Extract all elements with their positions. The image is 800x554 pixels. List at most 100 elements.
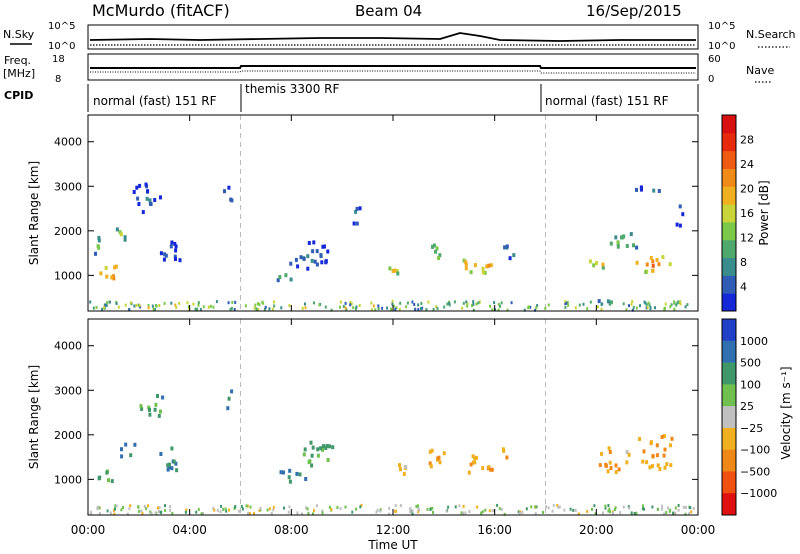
power-ground-cell-90 bbox=[669, 305, 672, 309]
velocity-cell-13-3 bbox=[663, 434, 666, 439]
power-ground-cell-160 bbox=[106, 301, 108, 305]
power-cell-13-1 bbox=[595, 261, 598, 266]
power-cell-7-23 bbox=[323, 244, 326, 249]
power-cell-7-0 bbox=[296, 264, 300, 269]
velocity-ground-cell-80 bbox=[551, 509, 554, 513]
power-ground-cell-196 bbox=[147, 306, 150, 310]
power-cell-3-15 bbox=[146, 189, 150, 194]
power-cell-3-12 bbox=[149, 202, 153, 206]
power-cell-18-0 bbox=[609, 300, 613, 305]
power-cell-15-0 bbox=[635, 245, 639, 250]
power-cell-3-0 bbox=[141, 210, 145, 215]
velocity-ground-cell-208 bbox=[574, 508, 577, 512]
power-cell-8-5 bbox=[358, 206, 362, 211]
power-cell-0-5 bbox=[110, 275, 114, 280]
power-ground-cell-116 bbox=[227, 301, 230, 305]
velocity-cell-11-14 bbox=[600, 451, 603, 456]
power-cell-16-0 bbox=[681, 212, 685, 217]
power-colorbar-frame bbox=[721, 114, 737, 312]
power-ground-cell-97 bbox=[493, 301, 496, 305]
velocity-ground-cell-215 bbox=[677, 504, 680, 507]
power-ground-cell-119 bbox=[564, 300, 567, 304]
power-cell-15-3 bbox=[616, 244, 620, 249]
power-cell-7-4 bbox=[299, 255, 303, 260]
power-ground-cell-67 bbox=[257, 308, 260, 312]
power-ground-cell-21 bbox=[475, 302, 478, 306]
velocity-ground-cell-135 bbox=[145, 507, 148, 511]
power-cell-8-0 bbox=[355, 221, 359, 226]
power-ground-cell-186 bbox=[425, 308, 428, 311]
velocity-ground-cell-149 bbox=[138, 509, 141, 513]
nave-trace bbox=[90, 70, 696, 74]
power-cell-8-1 bbox=[354, 209, 358, 214]
power-cell-9-4 bbox=[396, 271, 400, 276]
velocity-cell-12-23 bbox=[651, 464, 654, 469]
power-ground-cell-61 bbox=[448, 303, 451, 307]
velocity-cell-2-6 bbox=[148, 412, 152, 417]
velocity-cell-6-14 bbox=[311, 445, 315, 450]
velocity-ground-cell-68 bbox=[534, 512, 537, 516]
power-ground-cell-140 bbox=[499, 304, 501, 308]
power-cell-4-0 bbox=[174, 244, 178, 249]
power-ground-cell-23 bbox=[670, 303, 673, 307]
power-ground-cell-80 bbox=[534, 308, 537, 312]
power-ground-cell-154 bbox=[288, 304, 291, 308]
power-ground-cell-11 bbox=[529, 305, 532, 309]
power-colorbar-swatch-8 bbox=[722, 150, 736, 169]
velocity-cell-3-10 bbox=[168, 462, 171, 467]
velocity-ground-cell-3 bbox=[586, 509, 589, 513]
power-cell-15-6 bbox=[629, 232, 633, 237]
velocity-ground-cell-113 bbox=[379, 509, 382, 513]
velocity-cell-11-0 bbox=[608, 460, 612, 465]
velocity-ground-cell-74 bbox=[481, 510, 484, 514]
power-ground-cell-132 bbox=[129, 301, 132, 305]
velocity-ground-cell-93 bbox=[418, 508, 421, 512]
velocity-ground-cell-200 bbox=[164, 509, 167, 512]
power-ground-cell-177 bbox=[465, 300, 468, 304]
velocity-ground-cell-108 bbox=[240, 505, 243, 508]
velocity-cell-5-3 bbox=[295, 471, 299, 476]
power-cell-0-4 bbox=[104, 265, 108, 270]
velocity-ground-cell-141 bbox=[388, 506, 391, 510]
power-cell-12-4 bbox=[505, 244, 509, 249]
power-ground-cell-6 bbox=[207, 305, 210, 309]
freq-label: Freq. bbox=[4, 54, 31, 67]
velocity-cell-9-11 bbox=[475, 455, 478, 460]
power-ground-cell-51 bbox=[630, 302, 633, 306]
velocity-cell-7-5 bbox=[402, 471, 406, 476]
velocity-cell-13-6 bbox=[670, 436, 674, 441]
velocity-cell-1-6 bbox=[120, 447, 123, 452]
velocity-cell-4-2 bbox=[230, 389, 234, 394]
velocity-cell-12-3 bbox=[641, 459, 645, 464]
velocity-ground-cell-155 bbox=[432, 510, 434, 514]
xtick-label-3: 12:00 bbox=[376, 523, 411, 537]
power-cell-9-3 bbox=[393, 268, 397, 273]
velocity-cell-12-2 bbox=[663, 447, 667, 452]
velocity-cell-5-0 bbox=[288, 468, 292, 473]
velocity-ground-cell-60 bbox=[113, 512, 116, 516]
velocity-cell-2-9 bbox=[147, 405, 151, 410]
velocity-cell-5-8 bbox=[282, 470, 285, 475]
xtick-label-6: 00:00 bbox=[681, 523, 716, 537]
power-ground-cell-69 bbox=[124, 303, 127, 307]
velocity-cell-6-20 bbox=[310, 453, 314, 458]
velocity-cell-7-1 bbox=[398, 463, 401, 468]
power-ground-cell-216 bbox=[472, 308, 475, 312]
nsearch-tick-bottom: 10^0 bbox=[708, 41, 735, 52]
velocity-ground-cell-30 bbox=[266, 508, 269, 512]
velocity-ground-cell-178 bbox=[268, 507, 271, 511]
velocity-cell-5-6 bbox=[304, 477, 308, 481]
velocity-ground-cell-73 bbox=[360, 503, 363, 507]
power-ground-cell-126 bbox=[632, 305, 635, 309]
power-cell-14-1 bbox=[657, 262, 661, 267]
velocity-cell-8-2 bbox=[442, 451, 446, 456]
velocity-ground-cell-167 bbox=[143, 505, 146, 508]
velocity-ground-cell-1 bbox=[321, 509, 324, 513]
nsky-panel-frame bbox=[87, 24, 699, 50]
date-title: 16/Sep/2015 bbox=[586, 2, 682, 20]
power-cell-1-2 bbox=[94, 251, 97, 256]
power-cell-11-5 bbox=[485, 264, 489, 269]
power-ground-cell-210 bbox=[417, 303, 420, 307]
velocity-colorbar-tick-3: 25 bbox=[740, 400, 754, 413]
velocity-cell-9-10 bbox=[473, 456, 477, 461]
